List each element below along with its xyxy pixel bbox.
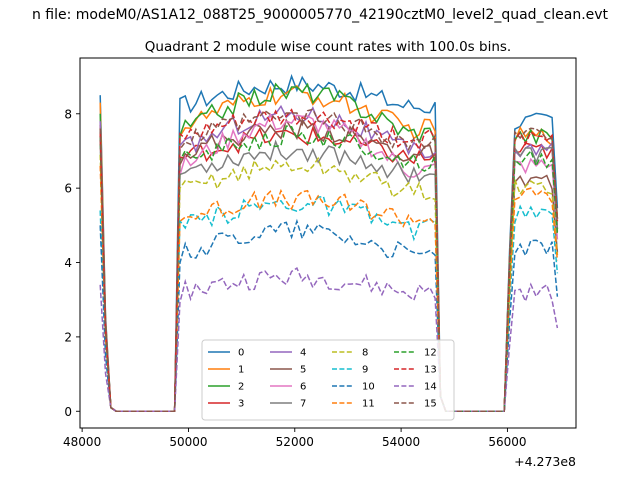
- y-tick-label: 2: [64, 330, 72, 344]
- y-axis: 0 2 4 6 8: [64, 107, 80, 419]
- plot-frame: [79, 57, 577, 429]
- x-tick-label: 52000: [276, 435, 314, 449]
- series-layer: [99, 73, 559, 413]
- legend-label-2: 2: [238, 382, 244, 393]
- x-tick-label: 50000: [169, 435, 207, 449]
- legend-label-12: 12: [424, 348, 437, 359]
- legend-label-1: 1: [238, 365, 244, 376]
- x-axis-offset-label: +4.273e8: [514, 454, 576, 469]
- legend-label-5: 5: [300, 365, 306, 376]
- legend-label-6: 6: [300, 382, 306, 393]
- y-tick-label: 8: [64, 107, 72, 121]
- x-tick-label: 56000: [488, 435, 526, 449]
- legend-label-3: 3: [238, 399, 244, 410]
- legend-label-14: 14: [424, 382, 437, 393]
- legend-label-8: 8: [362, 348, 368, 359]
- legend-label-0: 0: [238, 348, 244, 359]
- x-tick-label: 48000: [63, 435, 101, 449]
- chart-title: Quadrant 2 module wise count rates with …: [145, 39, 511, 55]
- legend-box: [201, 339, 455, 421]
- y-tick-label: 6: [64, 182, 72, 196]
- x-axis: 48000 50000 52000 54000 56000: [63, 428, 527, 449]
- legend-label-11: 11: [362, 399, 375, 410]
- figure-suptitle: n file: modeM0/AS1A12_088T25_9000005770_…: [32, 7, 609, 23]
- legend-label-10: 10: [362, 382, 375, 393]
- legend-label-7: 7: [300, 399, 306, 410]
- legend-label-4: 4: [300, 348, 306, 359]
- y-tick-label: 4: [64, 256, 72, 270]
- series-line-15: [99, 108, 559, 413]
- legend-label-13: 13: [424, 365, 437, 376]
- x-tick-label: 54000: [382, 435, 420, 449]
- legend-label-15: 15: [424, 399, 437, 410]
- y-tick-label: 0: [64, 405, 72, 419]
- legend-label-9: 9: [362, 365, 368, 376]
